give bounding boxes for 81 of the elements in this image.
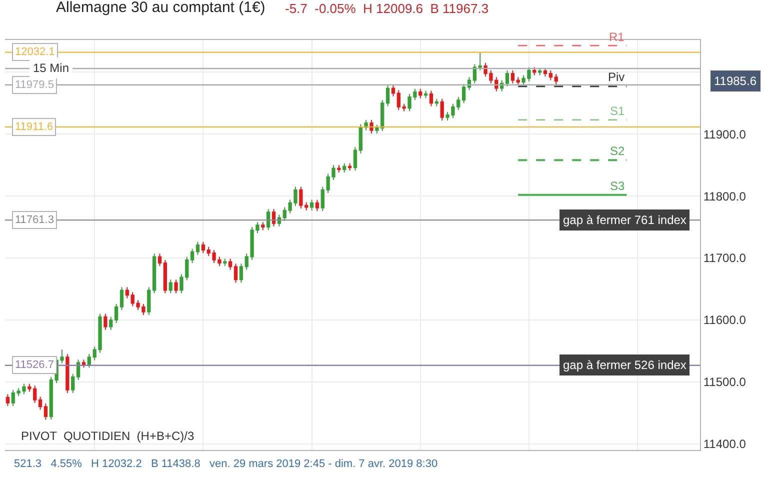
candlestick bbox=[266, 208, 270, 231]
ref-line-label: 12032.1 bbox=[15, 46, 55, 58]
candlestick bbox=[424, 90, 428, 99]
ref-line-label: S1 bbox=[610, 104, 626, 118]
candlestick bbox=[168, 279, 172, 294]
ref-line-label: 11526.7 bbox=[15, 359, 54, 371]
candlestick bbox=[418, 88, 422, 99]
annotation: gap à fermer 761 index bbox=[563, 213, 686, 227]
y-tick-label: 11800.0 bbox=[703, 189, 746, 204]
candlestick bbox=[386, 84, 390, 107]
ref-line-label: S3 bbox=[610, 179, 626, 193]
candlestick bbox=[234, 263, 238, 284]
candlestick bbox=[196, 241, 200, 256]
text: 11985.6 bbox=[714, 74, 757, 88]
candlestick bbox=[82, 359, 86, 368]
candlestick bbox=[114, 303, 118, 324]
candlestick bbox=[505, 70, 510, 87]
candlestick bbox=[228, 258, 232, 270]
candlestick bbox=[434, 98, 438, 107]
candlestick bbox=[272, 208, 276, 227]
annotation: PIVOT QUOTIDIEN (H+B+C)/3 bbox=[21, 429, 194, 443]
candlestick bbox=[554, 74, 558, 86]
candlestick bbox=[516, 76, 520, 86]
candlestick bbox=[548, 70, 553, 81]
chart-subtitle: -5.7 -0.05% H 12009.6 B 11967.3 bbox=[285, 1, 489, 16]
candlestick bbox=[71, 373, 75, 394]
candlestick bbox=[472, 64, 476, 84]
candlestick bbox=[158, 253, 162, 267]
candlestick bbox=[342, 162, 346, 174]
candlestick bbox=[76, 359, 80, 381]
candlestick bbox=[87, 354, 91, 368]
y-tick-label: 11900.0 bbox=[703, 127, 746, 142]
y-tick-label: 11400.0 bbox=[703, 437, 746, 452]
candlestick bbox=[370, 119, 374, 134]
candlestick bbox=[391, 84, 396, 97]
candlestick bbox=[147, 286, 151, 316]
candlestick bbox=[337, 164, 341, 174]
ref-line-label: 11911.6 bbox=[15, 121, 54, 133]
candlestick bbox=[532, 66, 536, 76]
candlestick bbox=[38, 396, 42, 410]
candlestick bbox=[310, 199, 314, 211]
candlestick bbox=[315, 199, 320, 212]
candlestick bbox=[44, 403, 48, 420]
candlestick bbox=[239, 263, 244, 284]
candlestick bbox=[510, 70, 515, 84]
candlestick bbox=[174, 279, 178, 294]
candlestick bbox=[478, 52, 482, 71]
candlestick bbox=[125, 286, 129, 299]
candlestick bbox=[109, 316, 113, 330]
candlestick bbox=[152, 253, 156, 294]
text: 521.3 4.55% H 12032.2 B 11438.8 ven. 29 mars 2019 2:45 - dim. 7 avr. 2019 8:30 bbox=[14, 458, 438, 470]
candlestick bbox=[402, 103, 406, 112]
candlestick bbox=[120, 286, 124, 311]
ref-line-label: Piv bbox=[608, 70, 625, 84]
candlestick bbox=[223, 258, 227, 267]
candlestick bbox=[462, 83, 466, 104]
y-tick-label: 11600.0 bbox=[703, 313, 746, 328]
annotation: gap à fermer 526 index bbox=[563, 358, 686, 372]
ref-line-label: 11979.5 bbox=[15, 79, 54, 91]
candlestick bbox=[49, 376, 53, 420]
candlestick bbox=[538, 67, 542, 76]
annotation: 15 Min bbox=[33, 61, 70, 75]
candlestick bbox=[190, 248, 194, 264]
y-tick-label: 11500.0 bbox=[703, 375, 746, 390]
candlestick bbox=[348, 162, 352, 172]
candlestick bbox=[66, 354, 70, 394]
candlestick bbox=[104, 313, 108, 330]
candlestick bbox=[6, 394, 10, 407]
chart-title: Allemagne 30 au comptant (1€) bbox=[56, 0, 266, 16]
ref-line-label: S2 bbox=[610, 144, 626, 158]
y-tick-label: 11700.0 bbox=[703, 251, 746, 266]
candlestick bbox=[163, 259, 168, 294]
candlestick bbox=[429, 90, 434, 107]
candlestick bbox=[396, 90, 400, 110]
ref-line-label: 11761.3 bbox=[15, 214, 54, 226]
candlestick bbox=[261, 222, 265, 231]
candlestick bbox=[440, 98, 444, 122]
candlestick bbox=[201, 241, 206, 254]
candlestick bbox=[353, 146, 358, 172]
ref-line-label: R1 bbox=[609, 30, 625, 44]
candlestick bbox=[543, 67, 548, 78]
